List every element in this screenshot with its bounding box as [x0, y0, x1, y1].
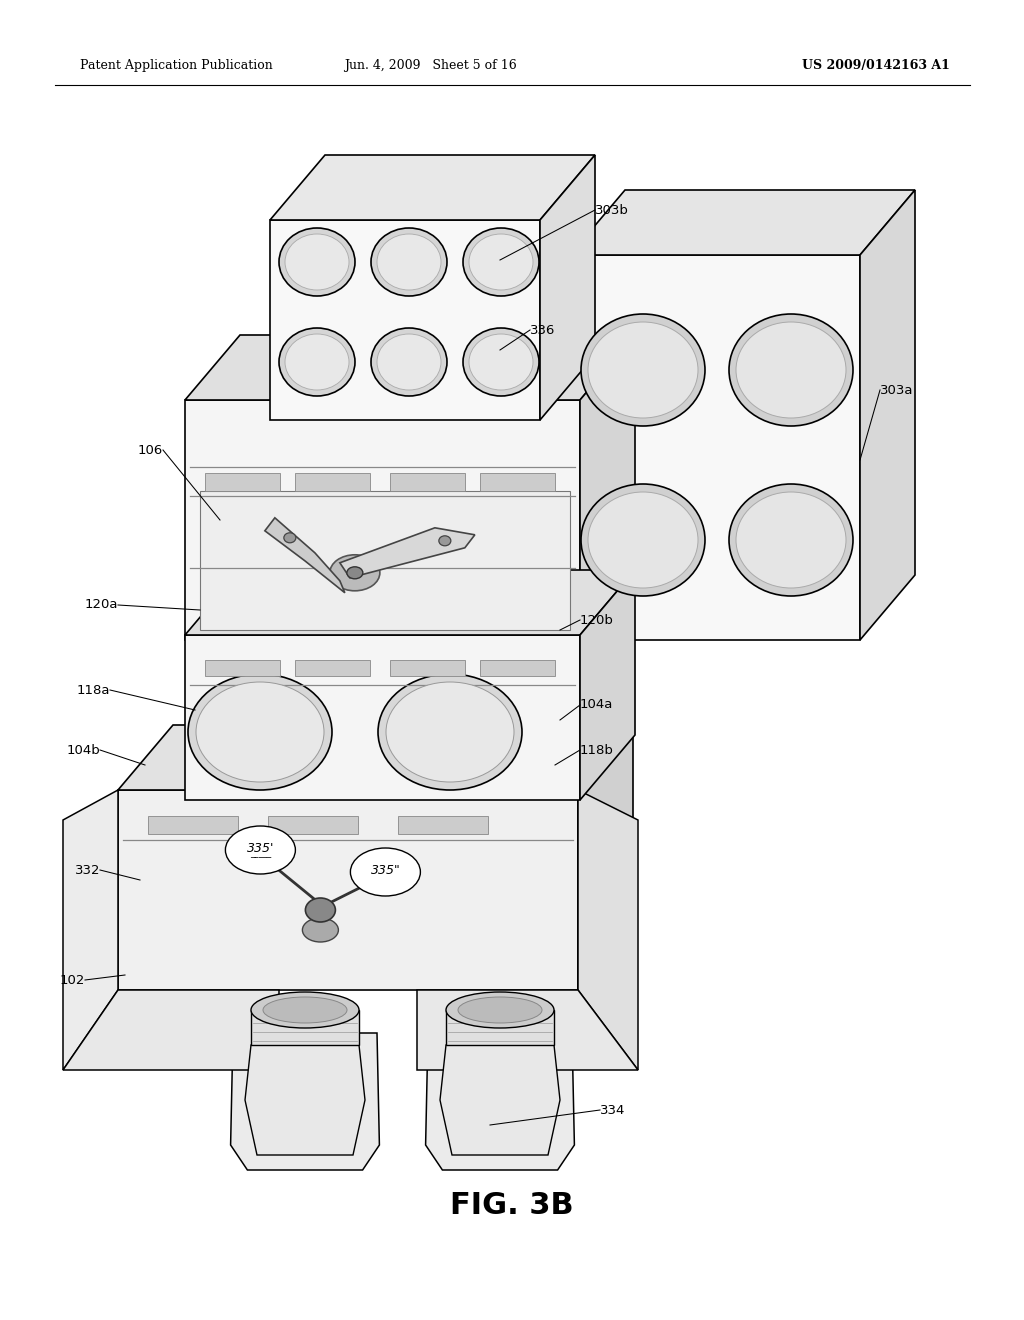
Polygon shape — [230, 1034, 380, 1170]
Text: Jun. 4, 2009   Sheet 5 of 16: Jun. 4, 2009 Sheet 5 of 16 — [344, 58, 516, 71]
Ellipse shape — [446, 993, 554, 1028]
Text: 332: 332 — [75, 863, 100, 876]
Text: FIG. 3B: FIG. 3B — [451, 1191, 573, 1220]
Text: 104b: 104b — [67, 743, 100, 756]
Polygon shape — [265, 517, 345, 593]
Bar — [148, 816, 238, 834]
Ellipse shape — [439, 536, 451, 545]
Text: 102: 102 — [59, 974, 85, 986]
Polygon shape — [570, 190, 915, 255]
Ellipse shape — [736, 492, 846, 587]
Polygon shape — [578, 789, 638, 1071]
Text: 104a: 104a — [580, 698, 613, 711]
Text: 106: 106 — [138, 444, 163, 457]
Bar — [185, 400, 580, 640]
Text: 120a: 120a — [85, 598, 118, 611]
Ellipse shape — [285, 234, 349, 290]
Polygon shape — [440, 1045, 560, 1155]
Ellipse shape — [588, 492, 698, 587]
Bar — [398, 816, 488, 834]
Ellipse shape — [377, 234, 441, 290]
Polygon shape — [270, 154, 595, 220]
Ellipse shape — [350, 847, 421, 896]
Ellipse shape — [463, 327, 539, 396]
Ellipse shape — [302, 917, 338, 942]
Bar — [268, 816, 358, 834]
Bar — [446, 1010, 554, 1045]
Ellipse shape — [279, 228, 355, 296]
Ellipse shape — [463, 228, 539, 296]
Bar — [251, 1010, 359, 1045]
Bar — [390, 660, 465, 676]
Polygon shape — [245, 1045, 365, 1155]
Ellipse shape — [251, 993, 359, 1028]
Ellipse shape — [330, 554, 380, 591]
Polygon shape — [540, 154, 595, 420]
Bar — [270, 220, 540, 420]
Polygon shape — [340, 528, 475, 578]
Text: US 2009/0142163 A1: US 2009/0142163 A1 — [802, 58, 950, 71]
Bar — [205, 473, 280, 491]
Ellipse shape — [469, 334, 534, 389]
Ellipse shape — [736, 322, 846, 418]
Bar — [480, 473, 555, 491]
Ellipse shape — [581, 314, 705, 426]
Bar — [480, 660, 555, 676]
Polygon shape — [185, 335, 635, 400]
Text: 334: 334 — [600, 1104, 626, 1117]
Polygon shape — [185, 570, 635, 635]
Ellipse shape — [729, 484, 853, 597]
Ellipse shape — [225, 826, 295, 874]
Polygon shape — [63, 990, 279, 1071]
Ellipse shape — [588, 322, 698, 418]
Ellipse shape — [284, 533, 296, 543]
Text: 120b: 120b — [580, 614, 613, 627]
Polygon shape — [860, 190, 915, 640]
Ellipse shape — [458, 997, 542, 1023]
Bar — [295, 660, 370, 676]
Ellipse shape — [196, 682, 324, 781]
Ellipse shape — [347, 566, 362, 578]
Ellipse shape — [377, 334, 441, 389]
Bar — [205, 660, 280, 676]
Text: 335': 335' — [247, 842, 274, 855]
Text: 303a: 303a — [880, 384, 913, 396]
Text: 118b: 118b — [580, 743, 613, 756]
Text: Patent Application Publication: Patent Application Publication — [80, 58, 272, 71]
Text: 303b: 303b — [595, 203, 629, 216]
Text: 335": 335" — [371, 865, 400, 878]
Bar — [118, 789, 578, 990]
Ellipse shape — [285, 334, 349, 389]
Ellipse shape — [371, 327, 447, 396]
Bar — [295, 473, 370, 491]
Bar — [185, 635, 580, 800]
Ellipse shape — [188, 675, 332, 789]
Polygon shape — [118, 725, 633, 789]
Bar — [200, 491, 570, 630]
Ellipse shape — [305, 898, 336, 921]
Polygon shape — [417, 990, 638, 1071]
Bar — [390, 473, 465, 491]
Text: _____: _____ — [250, 849, 271, 858]
Ellipse shape — [279, 327, 355, 396]
Polygon shape — [578, 725, 633, 990]
Ellipse shape — [371, 228, 447, 296]
Ellipse shape — [263, 997, 347, 1023]
Ellipse shape — [378, 675, 522, 789]
Text: 336: 336 — [530, 323, 555, 337]
Ellipse shape — [729, 314, 853, 426]
Ellipse shape — [469, 234, 534, 290]
Polygon shape — [63, 789, 118, 1071]
Text: 118a: 118a — [77, 684, 110, 697]
Bar — [570, 255, 860, 640]
Ellipse shape — [386, 682, 514, 781]
Ellipse shape — [581, 484, 705, 597]
Polygon shape — [580, 570, 635, 800]
Polygon shape — [580, 335, 635, 640]
Polygon shape — [426, 1034, 574, 1170]
